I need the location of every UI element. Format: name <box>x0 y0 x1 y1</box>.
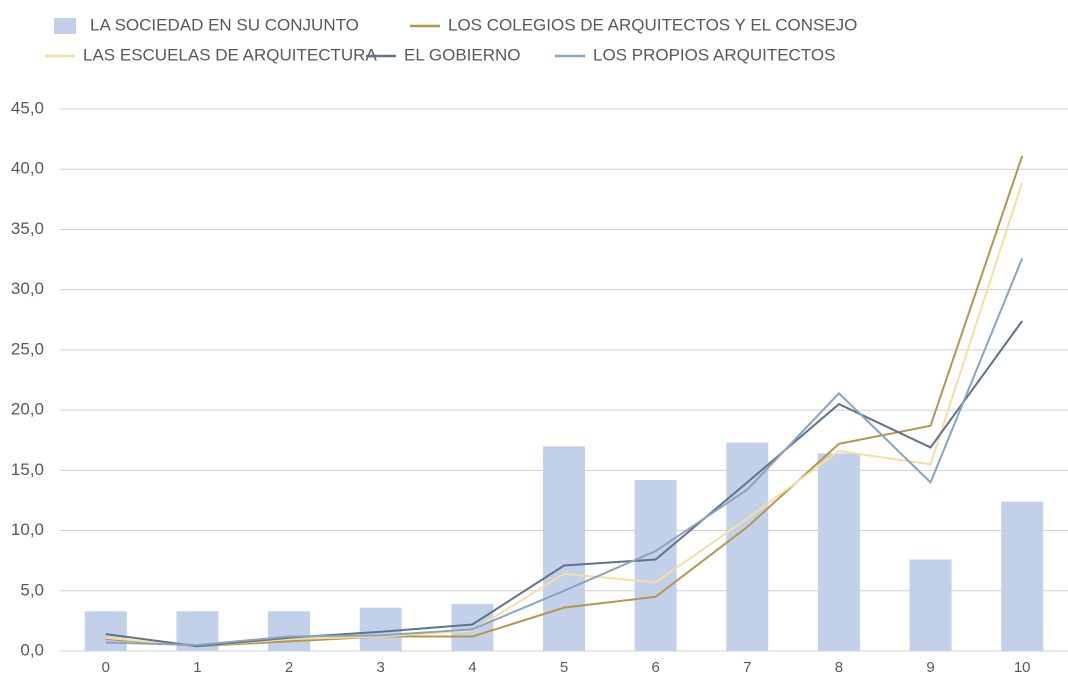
y-tick-label: 25,0 <box>11 339 44 358</box>
bar <box>726 442 769 651</box>
bar <box>359 607 402 651</box>
line <box>105 155 1024 648</box>
x-tick-label: 5 <box>560 659 568 675</box>
legend-label: LOS PROPIOS ARQUITECTOS <box>593 45 835 64</box>
x-tick-label: 8 <box>835 659 843 675</box>
x-tick-label: 6 <box>651 659 659 675</box>
y-tick-label: 40,0 <box>11 159 44 178</box>
y-tick-label: 5,0 <box>20 580 44 599</box>
bar <box>634 479 677 651</box>
legend-label: LAS ESCUELAS DE ARQUITECTURA <box>83 45 377 64</box>
y-tick-label: 10,0 <box>11 520 44 539</box>
bar <box>543 446 585 651</box>
bar <box>1001 501 1044 651</box>
x-tick-label: 4 <box>468 659 476 675</box>
legend-label: LOS COLEGIOS DE ARQUITECTOS Y EL CONSEJO <box>448 15 857 34</box>
x-tick-label: 3 <box>377 659 385 675</box>
x-tick-label: 2 <box>285 659 293 675</box>
y-tick-label: 0,0 <box>20 640 44 659</box>
legend-label: EL GOBIERNO <box>404 45 521 64</box>
bar <box>84 611 127 651</box>
bar <box>909 559 952 651</box>
line <box>105 320 1023 648</box>
y-tick-label: 35,0 <box>11 219 44 238</box>
x-tick-label: 9 <box>926 659 934 675</box>
x-tick-label: 7 <box>743 659 751 675</box>
x-tick-label: 1 <box>193 659 201 675</box>
x-tick-label: 10 <box>1014 659 1031 675</box>
y-tick-label: 45,0 <box>11 98 44 117</box>
y-tick-label: 30,0 <box>11 279 44 298</box>
x-tick-label: 0 <box>102 659 110 675</box>
legend-label: LA SOCIEDAD EN SU CONJUNTO <box>90 15 359 34</box>
bar <box>268 611 311 651</box>
legend-swatch <box>54 18 76 34</box>
y-tick-label: 20,0 <box>11 400 44 419</box>
y-tick-label: 15,0 <box>11 460 44 479</box>
line <box>105 257 1024 646</box>
bar <box>817 453 860 651</box>
bar <box>451 604 494 651</box>
